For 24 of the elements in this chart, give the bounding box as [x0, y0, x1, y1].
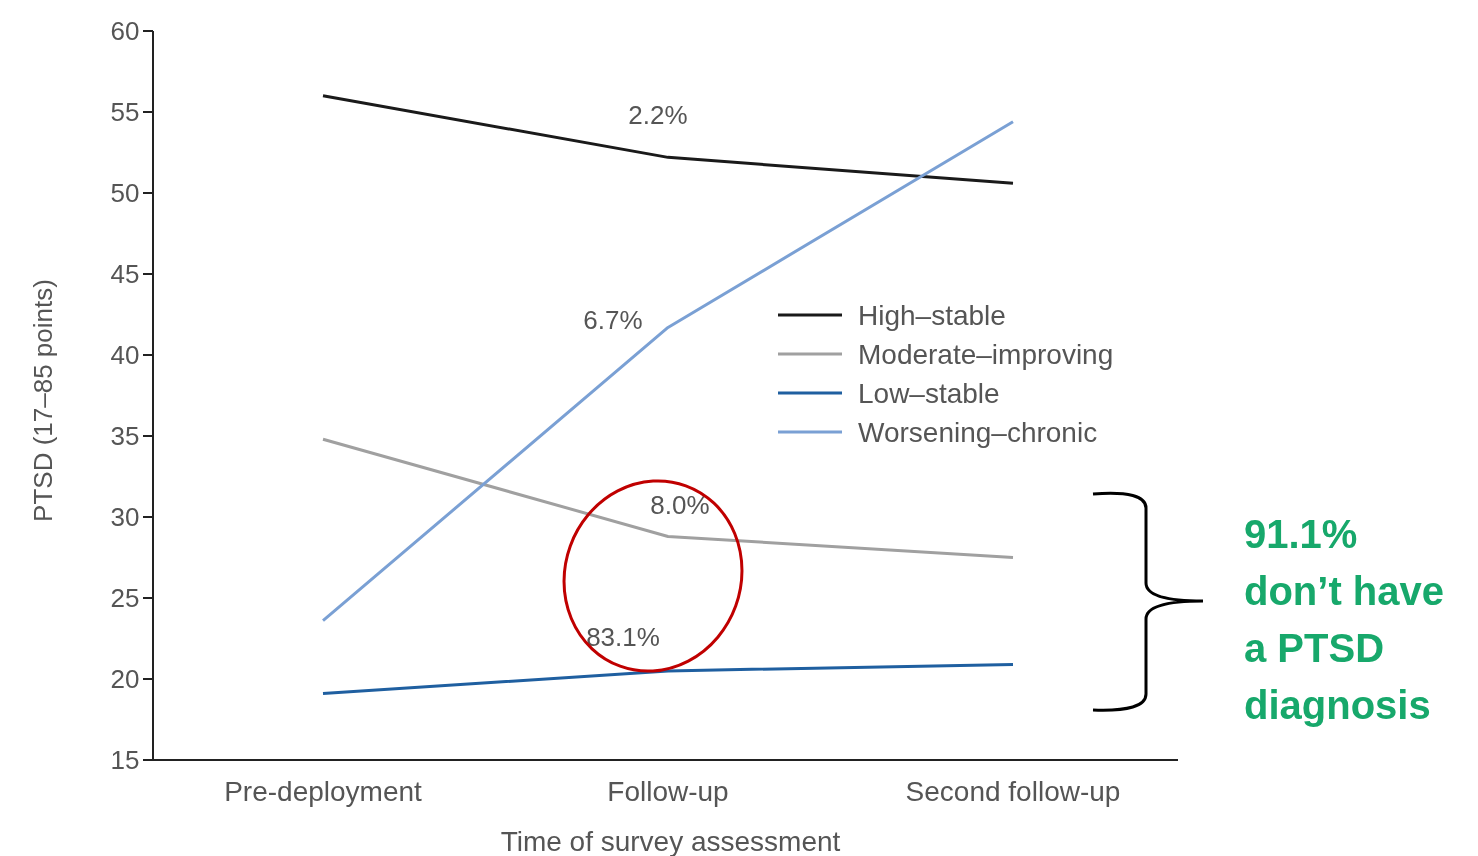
y-tick-label: 60 [110, 16, 140, 47]
y-tick-label: 40 [110, 340, 140, 371]
annotation: 83.1% [586, 622, 660, 653]
y-axis-title: PTSD (17–85 points) [28, 279, 58, 522]
legend-label: High–stable [858, 299, 1006, 331]
y-tick-label: 50 [110, 178, 140, 209]
annotation: 2.2% [628, 100, 688, 131]
legend-label: Worsening–chronic [858, 416, 1098, 448]
y-tick-label: 30 [110, 502, 140, 533]
annotation: 8.0% [650, 490, 710, 521]
y-tick-label: 45 [110, 259, 140, 290]
text: 91.1% don’t have a PTSD diagnosis [1244, 512, 1445, 727]
x-tick-label: Pre-deployment [224, 776, 423, 807]
annotation: 6.7% [583, 305, 643, 336]
y-tick-label: 15 [110, 745, 140, 776]
x-tick-label: Follow-up [607, 776, 729, 807]
y-tick-label: 25 [110, 583, 140, 614]
y-tick-label: 35 [110, 421, 140, 452]
y-tick-label: 55 [110, 97, 140, 128]
x-tick-label: Second follow-up [905, 776, 1121, 807]
legend-label: Moderate–improving [858, 338, 1114, 370]
legend-label: Low–stable [858, 377, 1000, 409]
x-axis-title: Time of survey assessment [500, 826, 841, 856]
y-tick-label: 20 [110, 664, 140, 695]
